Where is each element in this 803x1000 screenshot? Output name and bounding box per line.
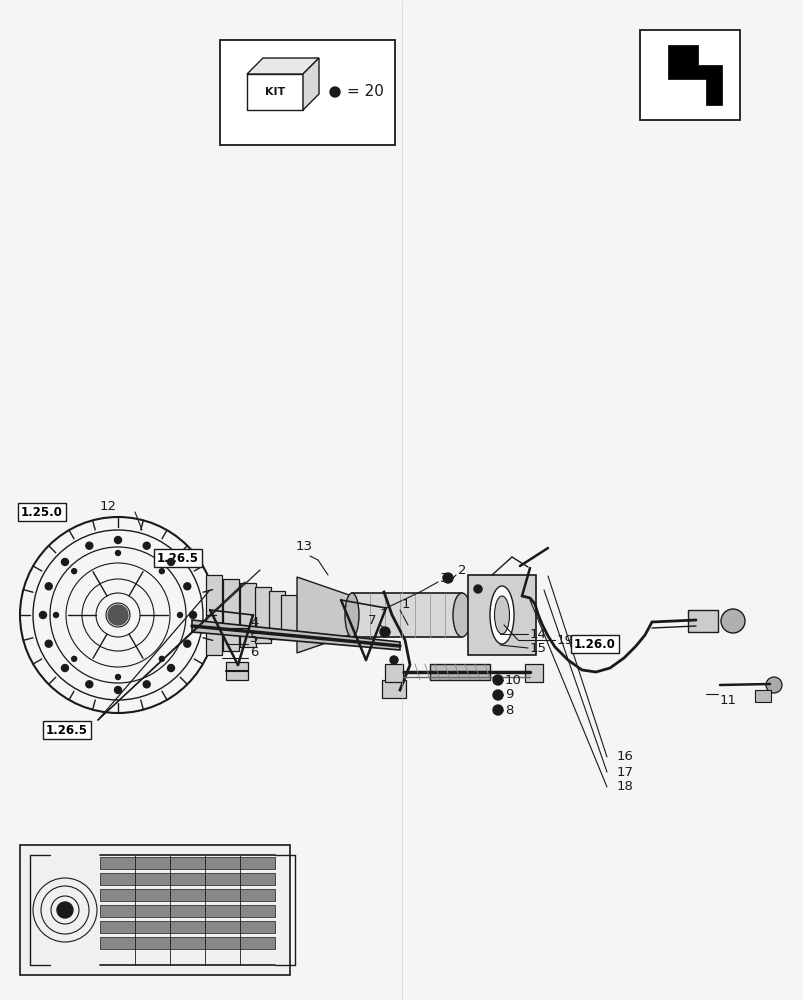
Bar (100, 937, 275, 949)
Text: 18: 18 (616, 780, 633, 794)
Bar (524, 664, 542, 682)
Bar (467, 575, 536, 655)
Text: 8: 8 (504, 704, 513, 716)
Bar (255, 587, 271, 643)
Text: 5: 5 (250, 632, 259, 645)
Bar (100, 857, 275, 869)
Ellipse shape (344, 593, 359, 637)
Polygon shape (667, 45, 721, 105)
Circle shape (61, 665, 68, 672)
Text: 7: 7 (368, 613, 376, 626)
Bar (381, 680, 406, 698)
Bar (100, 905, 275, 917)
Text: 9: 9 (504, 688, 513, 702)
Bar (687, 610, 717, 632)
Text: 4: 4 (250, 615, 258, 629)
Bar (430, 664, 489, 680)
Circle shape (167, 558, 174, 565)
Text: 14: 14 (529, 628, 546, 641)
Text: 10: 10 (504, 674, 521, 686)
Polygon shape (247, 58, 319, 74)
Polygon shape (296, 577, 355, 653)
Polygon shape (303, 58, 319, 110)
Circle shape (492, 690, 503, 700)
Text: 1.26.5: 1.26.5 (46, 724, 88, 736)
Text: 1: 1 (402, 597, 410, 610)
Text: 11: 11 (719, 694, 736, 706)
Ellipse shape (489, 586, 513, 644)
Polygon shape (247, 74, 303, 110)
Circle shape (86, 542, 92, 549)
Polygon shape (192, 620, 400, 650)
Circle shape (492, 675, 503, 685)
Text: 15: 15 (529, 642, 546, 654)
Circle shape (143, 681, 150, 688)
Bar (639, 30, 739, 120)
Ellipse shape (494, 596, 509, 634)
Text: 6: 6 (250, 647, 258, 660)
Bar (281, 595, 296, 635)
Circle shape (190, 611, 196, 618)
Bar (226, 662, 247, 680)
Text: = 20: = 20 (347, 85, 383, 100)
Circle shape (71, 569, 76, 574)
Text: 1.26.5: 1.26.5 (157, 552, 199, 564)
Bar (352, 593, 462, 637)
Circle shape (86, 681, 92, 688)
Text: 13: 13 (296, 540, 312, 552)
Bar (20, 845, 290, 975)
Circle shape (389, 656, 397, 664)
Bar (754, 690, 770, 702)
Text: 1.26.0: 1.26.0 (573, 638, 615, 650)
Circle shape (71, 656, 76, 661)
Text: 1.25.0: 1.25.0 (21, 506, 63, 518)
Bar (269, 591, 284, 639)
Circle shape (492, 705, 503, 715)
Ellipse shape (452, 593, 471, 637)
Circle shape (380, 627, 389, 637)
Circle shape (45, 583, 52, 590)
Bar (100, 873, 275, 885)
Circle shape (114, 686, 121, 694)
Bar (100, 889, 275, 901)
Circle shape (474, 585, 482, 593)
Bar (222, 579, 238, 651)
Circle shape (159, 569, 164, 574)
Circle shape (57, 902, 73, 918)
Circle shape (116, 674, 120, 680)
Circle shape (177, 612, 182, 617)
Circle shape (54, 612, 59, 617)
Bar (385, 664, 402, 682)
Circle shape (143, 542, 150, 549)
Bar (240, 583, 255, 647)
Circle shape (61, 558, 68, 565)
Circle shape (329, 87, 340, 97)
Bar (220, 40, 394, 145)
Text: 12: 12 (100, 499, 117, 512)
Circle shape (184, 640, 190, 647)
Circle shape (720, 609, 744, 633)
Circle shape (442, 573, 452, 583)
Bar (206, 575, 222, 655)
Circle shape (184, 583, 190, 590)
Circle shape (114, 536, 121, 544)
Text: 2: 2 (458, 564, 466, 576)
Circle shape (159, 656, 164, 661)
Text: 19: 19 (556, 634, 573, 647)
Circle shape (39, 611, 47, 618)
Text: 16: 16 (616, 750, 633, 764)
Bar (100, 921, 275, 933)
Circle shape (116, 550, 120, 556)
Text: 3: 3 (439, 572, 448, 584)
Text: 17: 17 (616, 766, 634, 778)
Circle shape (108, 605, 128, 625)
Text: KIT: KIT (264, 87, 285, 97)
Circle shape (765, 677, 781, 693)
Circle shape (45, 640, 52, 647)
Circle shape (167, 665, 174, 672)
